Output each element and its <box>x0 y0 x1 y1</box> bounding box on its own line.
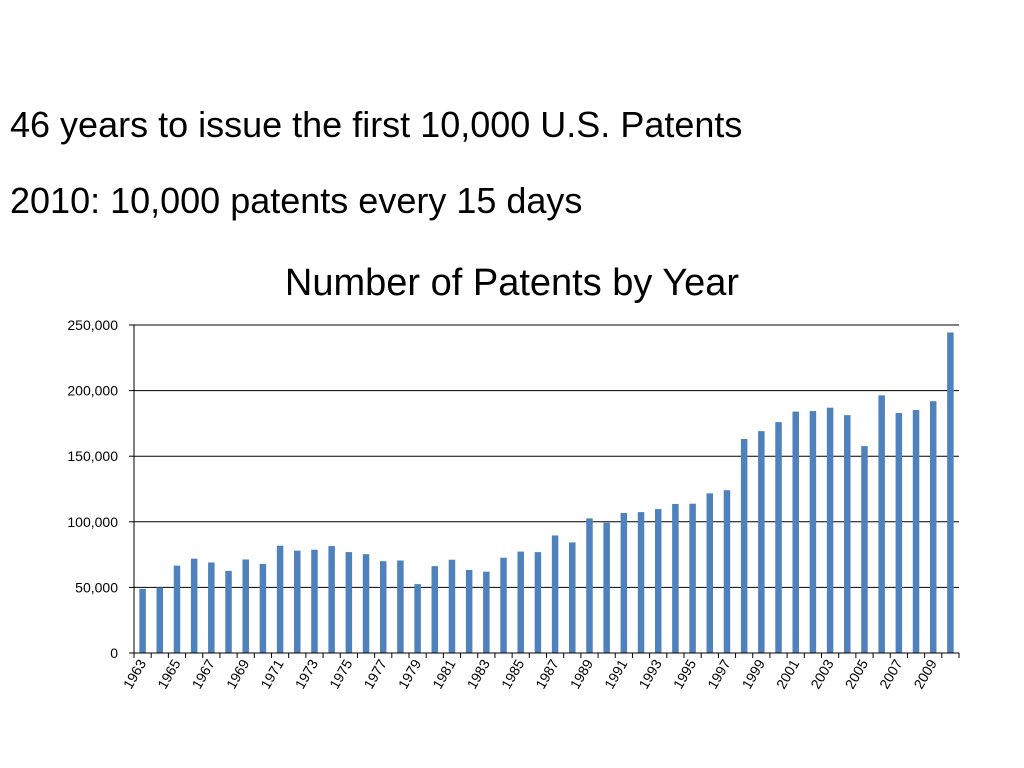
bar <box>517 551 524 653</box>
y-tick-label: 200,000 <box>67 383 118 399</box>
bar <box>225 570 232 653</box>
x-tick-label: 1979 <box>395 656 425 691</box>
bar <box>414 584 421 653</box>
bar <box>534 552 542 653</box>
bar <box>723 490 731 653</box>
chart-title: Number of Patents by Year <box>285 262 740 304</box>
bar <box>912 410 920 653</box>
x-tick-label: 1971 <box>257 656 287 691</box>
bar <box>775 422 782 653</box>
bar <box>758 431 765 653</box>
x-tick-label: 1993 <box>635 656 665 691</box>
y-tick-label: 250,000 <box>67 317 118 333</box>
x-tick-label: 1975 <box>326 656 356 691</box>
x-tick-label: 1995 <box>670 656 700 691</box>
bar <box>792 411 799 653</box>
bar <box>637 512 645 653</box>
x-tick-label: 2003 <box>807 656 837 691</box>
bar <box>569 542 576 653</box>
x-tick-label: 2007 <box>876 656 906 691</box>
y-tick-label: 100,000 <box>67 514 118 530</box>
x-tick-label: 1965 <box>154 656 184 691</box>
bar <box>294 550 301 653</box>
bars <box>139 332 954 653</box>
bar <box>483 571 490 653</box>
bar <box>844 415 851 653</box>
x-tick-label: 1967 <box>189 656 219 691</box>
x-tick-label: 1969 <box>223 656 253 691</box>
x-tick-label: 2009 <box>910 656 940 691</box>
x-tick-label: 1963 <box>120 656 150 691</box>
bar <box>397 560 404 653</box>
bar <box>620 513 628 653</box>
x-tick-labels: 1963 1965 1967 1969 1971 1973 1975 1977 1979 1981… <box>120 656 940 691</box>
headline-2010-rate: 2010: 10,000 patents every 15 days <box>10 180 583 221</box>
bar <box>465 569 473 653</box>
bar <box>500 557 507 653</box>
bar <box>740 439 748 653</box>
bar <box>689 503 696 653</box>
axes <box>129 324 960 658</box>
bar <box>861 446 868 653</box>
bar <box>190 558 198 653</box>
bar <box>208 562 215 653</box>
y-tick-label: 150,000 <box>67 448 118 464</box>
y-tick-label: 50,000 <box>75 579 118 595</box>
bar <box>878 395 885 653</box>
x-tick-label: 1985 <box>498 656 528 691</box>
bar <box>672 503 679 653</box>
x-tick-label: 2005 <box>842 656 872 691</box>
gridlines <box>134 324 959 588</box>
bar <box>173 565 181 653</box>
bar <box>328 546 335 653</box>
bar <box>947 332 954 653</box>
y-tick-labels: 0 50,000 100,000 150,000 200,000 250,000 <box>67 317 118 661</box>
bar <box>809 411 817 653</box>
x-tick-label: 1981 <box>429 656 459 691</box>
bar <box>242 559 249 653</box>
bar <box>895 413 903 653</box>
x-tick-label: 1997 <box>704 656 734 691</box>
x-tick-label: 1983 <box>464 656 494 691</box>
y-tick-label: 0 <box>110 645 118 661</box>
bar <box>431 566 439 653</box>
bar <box>603 522 610 653</box>
bar <box>826 407 834 653</box>
x-tick-label: 1973 <box>292 656 322 691</box>
bar <box>259 563 267 653</box>
bar <box>379 561 387 653</box>
bar <box>654 509 662 653</box>
bar <box>362 554 370 653</box>
bar <box>706 493 714 653</box>
bar <box>345 552 353 653</box>
bar <box>139 588 146 653</box>
x-tick-label: 1989 <box>567 656 597 691</box>
bar <box>448 559 456 653</box>
x-tick-label: 1991 <box>601 656 631 691</box>
x-tick-label: 1999 <box>739 656 769 691</box>
x-tick-label: 2001 <box>773 656 803 691</box>
bar <box>929 401 937 653</box>
headline-years-to-first-10000: 46 years to issue the first 10,000 U.S. … <box>10 104 743 145</box>
x-tick-label: 1987 <box>532 656 562 691</box>
bar <box>156 587 164 653</box>
bar <box>586 518 593 653</box>
x-tick-label: 1977 <box>360 656 390 691</box>
bar <box>551 535 559 653</box>
bar <box>276 545 284 653</box>
bar <box>311 549 318 653</box>
